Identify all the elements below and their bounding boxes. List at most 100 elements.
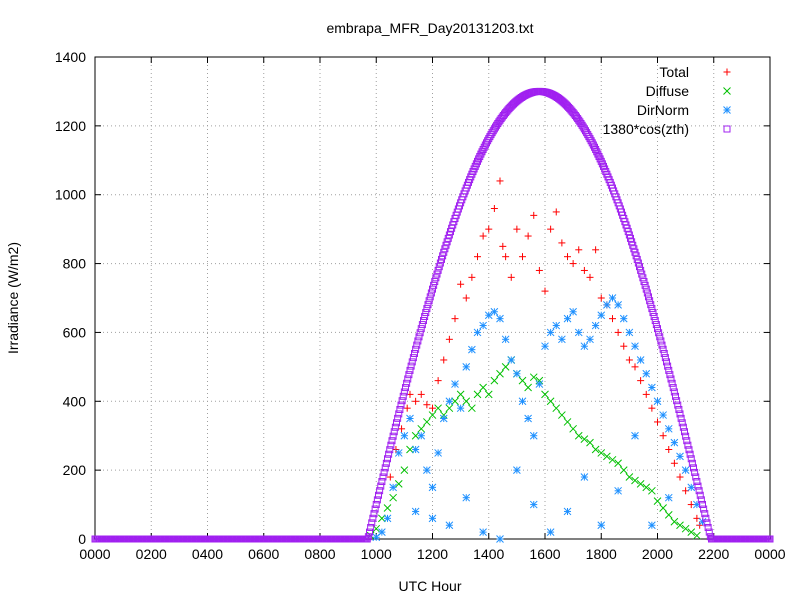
total-point — [575, 246, 583, 254]
cos-zth-point — [400, 388, 408, 396]
dirnorm-point — [558, 335, 566, 344]
diffuse-point — [434, 404, 442, 413]
diffuse-point — [400, 466, 409, 474]
cos-zth-point — [376, 487, 384, 495]
legend-marker — [723, 125, 731, 133]
total-point — [412, 397, 420, 405]
diffuse-point — [653, 497, 662, 505]
diffuse-point — [569, 424, 577, 433]
cos-zth-point — [688, 459, 696, 467]
cos-zth-point — [430, 281, 438, 289]
total-point — [620, 342, 628, 350]
y-tick-label: 800 — [63, 256, 87, 272]
cos-zth-point — [393, 419, 400, 427]
cos-zth-point — [693, 478, 701, 486]
y-tick-label: 400 — [63, 393, 87, 409]
cos-zth-point — [672, 392, 679, 400]
diffuse-point — [563, 418, 572, 426]
cos-zth-point — [435, 263, 443, 271]
cos-zth-point — [476, 152, 484, 160]
total-point — [457, 280, 465, 288]
diffuse-point — [383, 504, 392, 512]
cos-zth-point — [369, 514, 377, 522]
y-tick-label: 600 — [63, 324, 87, 340]
total-point — [423, 401, 431, 409]
total-point — [609, 315, 616, 323]
total-point — [670, 459, 678, 467]
dirnorm-point — [423, 466, 431, 474]
cos-zth-point — [631, 248, 639, 256]
cos-zth-point — [674, 401, 682, 409]
total-point — [429, 404, 436, 412]
dirnorm-point — [563, 507, 572, 516]
cos-zth-point — [673, 397, 681, 405]
diffuse-point — [541, 390, 549, 399]
x-tick-label: 1800 — [586, 546, 617, 562]
dirnorm-point — [642, 369, 651, 378]
total-point — [552, 208, 560, 216]
diffuse-point — [619, 466, 628, 474]
diffuse-point — [642, 483, 651, 492]
cos-zth-point — [686, 450, 694, 458]
cos-zth-point — [646, 297, 654, 305]
dirnorm-point — [664, 424, 673, 433]
dirnorm-point — [456, 404, 465, 413]
cos-zth-point — [684, 441, 692, 449]
cos-zth-point — [385, 450, 393, 458]
cos-zth-point — [656, 333, 664, 341]
cos-zth-point — [412, 345, 420, 353]
cos-zth-point — [663, 358, 670, 366]
diffuse-point — [479, 383, 487, 392]
cos-zth-point — [665, 366, 673, 374]
cos-zth-point — [395, 410, 403, 418]
diffuse-point — [586, 438, 594, 447]
diffuse-point — [670, 517, 679, 526]
cos-zth-point — [418, 321, 426, 329]
diffuse-point — [676, 521, 684, 530]
series-total — [386, 177, 704, 529]
diffuse-point — [597, 449, 606, 457]
cos-zth-point — [367, 523, 375, 531]
dirnorm-point — [619, 314, 628, 323]
cos-zth-point — [405, 371, 413, 379]
cos-zth-point — [398, 397, 406, 405]
cos-zth-point — [429, 285, 436, 293]
cos-zth-point — [591, 143, 598, 151]
total-point — [631, 363, 639, 371]
dirnorm-point — [389, 483, 397, 492]
diffuse-point — [468, 404, 476, 413]
cos-zth-point — [766, 535, 774, 543]
cos-zth-point — [388, 437, 396, 445]
cos-zth-point — [431, 278, 439, 286]
cos-zth-point — [657, 337, 665, 345]
cos-zth-point — [694, 482, 702, 490]
cos-zth-point — [588, 139, 596, 147]
total-point — [586, 273, 594, 281]
dirnorm-point — [479, 528, 487, 536]
diffuse-point — [529, 373, 538, 382]
diffuse-point — [681, 524, 690, 533]
cos-zth-point — [417, 325, 425, 333]
legend-label: Total — [659, 64, 689, 80]
dirnorm-point — [462, 493, 471, 502]
cos-zth-point — [396, 405, 404, 413]
total-point — [490, 204, 498, 212]
cos-zth-point — [654, 325, 661, 333]
legend-marker — [723, 87, 731, 95]
cos-zth-point — [685, 446, 693, 454]
dirnorm-point — [411, 445, 420, 454]
cos-zth-point — [705, 528, 713, 536]
cos-zth-point — [425, 297, 433, 305]
dirnorm-point — [411, 507, 420, 516]
total-point — [485, 225, 493, 233]
cos-zth-point — [432, 274, 440, 282]
x-tick-label: 1600 — [529, 546, 560, 562]
dirnorm-point — [490, 307, 499, 316]
dirnorm-point — [603, 301, 611, 309]
diffuse-point — [664, 511, 673, 519]
x-tick-label: 2000 — [642, 546, 673, 562]
cos-zth-point — [364, 533, 372, 541]
chart-title: embrapa_MFR_Day20131203.txt — [326, 20, 533, 36]
cos-zth-point — [394, 414, 402, 422]
